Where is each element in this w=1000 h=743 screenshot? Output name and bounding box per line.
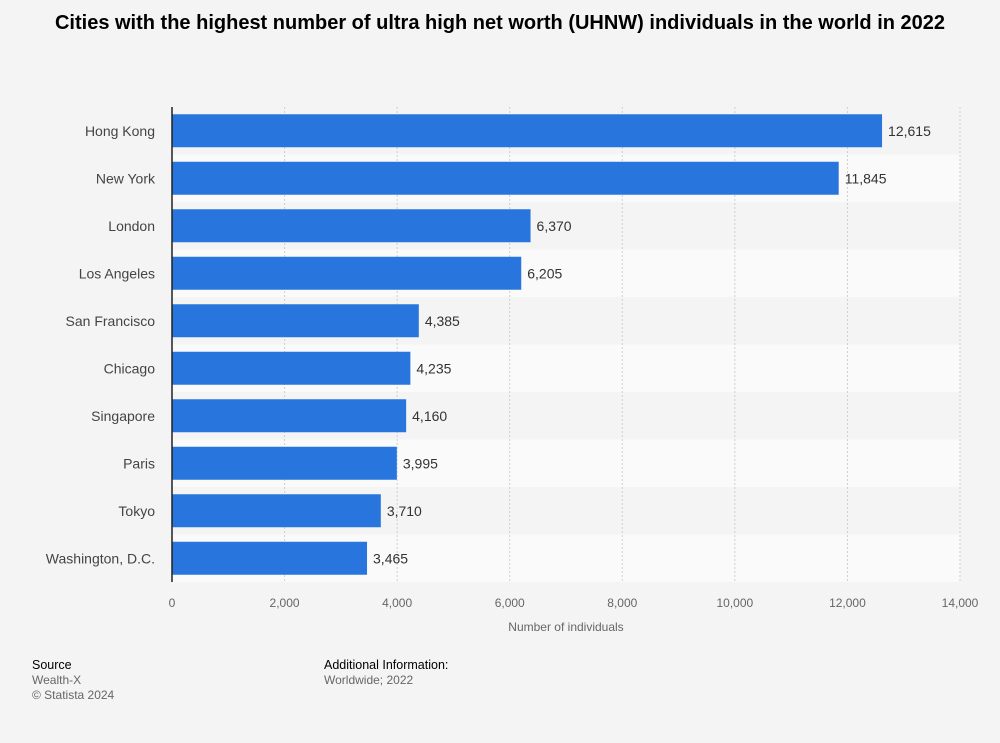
x-tick-label: 4,000 <box>382 596 412 610</box>
bar <box>172 351 411 385</box>
bar <box>172 304 419 338</box>
x-tick-label: 8,000 <box>607 596 637 610</box>
value-label: 3,465 <box>373 550 408 566</box>
category-label: Washington, D.C. <box>46 550 155 566</box>
bar <box>172 114 883 148</box>
source-block: Source Wealth-X © Statista 2024 <box>32 658 114 703</box>
category-label: Hong Kong <box>85 123 155 139</box>
x-tick-label: 6,000 <box>495 596 525 610</box>
value-label: 3,710 <box>387 503 422 519</box>
additional-info-text: Worldwide; 2022 <box>324 673 414 687</box>
source-name: Wealth-X <box>32 673 82 687</box>
additional-info-heading: Additional Information: <box>324 658 449 672</box>
value-label: 6,205 <box>527 265 562 281</box>
bar <box>172 209 531 243</box>
value-label: 11,845 <box>845 170 887 186</box>
bar-chart: Hong Kong 12,615 New York 11,845 London 6,370… <box>46 107 979 634</box>
chart-title: Cities with the highest number of ultra … <box>54 12 946 34</box>
category-label: San Francisco <box>66 313 156 329</box>
bar <box>172 399 407 433</box>
category-label: Singapore <box>91 408 155 424</box>
category-label: Chicago <box>104 360 156 376</box>
x-tick-label: 14,000 <box>942 596 979 610</box>
category-label: Tokyo <box>118 503 155 519</box>
value-label: 3,995 <box>403 455 438 471</box>
value-label: 6,370 <box>537 218 572 234</box>
bar <box>172 541 368 575</box>
x-tick-label: 0 <box>169 596 176 610</box>
bar <box>172 446 397 480</box>
category-label: London <box>108 218 155 234</box>
category-label: Paris <box>123 455 155 471</box>
x-tick-label: 12,000 <box>829 596 866 610</box>
x-tick-label: 10,000 <box>717 596 754 610</box>
value-label: 4,235 <box>416 360 451 376</box>
value-label: 12,615 <box>888 123 931 139</box>
value-label: 4,385 <box>425 313 460 329</box>
source-heading: Source <box>32 658 72 672</box>
copyright: © Statista 2024 <box>32 688 115 702</box>
category-label: Los Angeles <box>79 265 155 281</box>
bar <box>172 256 522 290</box>
bar <box>172 494 381 528</box>
bar <box>172 161 839 195</box>
x-tick-label: 2,000 <box>270 596 300 610</box>
value-label: 4,160 <box>412 408 447 424</box>
x-axis-title: Number of individuals <box>508 620 623 634</box>
additional-info-block: Additional Information: Worldwide; 2022 <box>324 658 448 688</box>
category-label: New York <box>96 170 156 186</box>
